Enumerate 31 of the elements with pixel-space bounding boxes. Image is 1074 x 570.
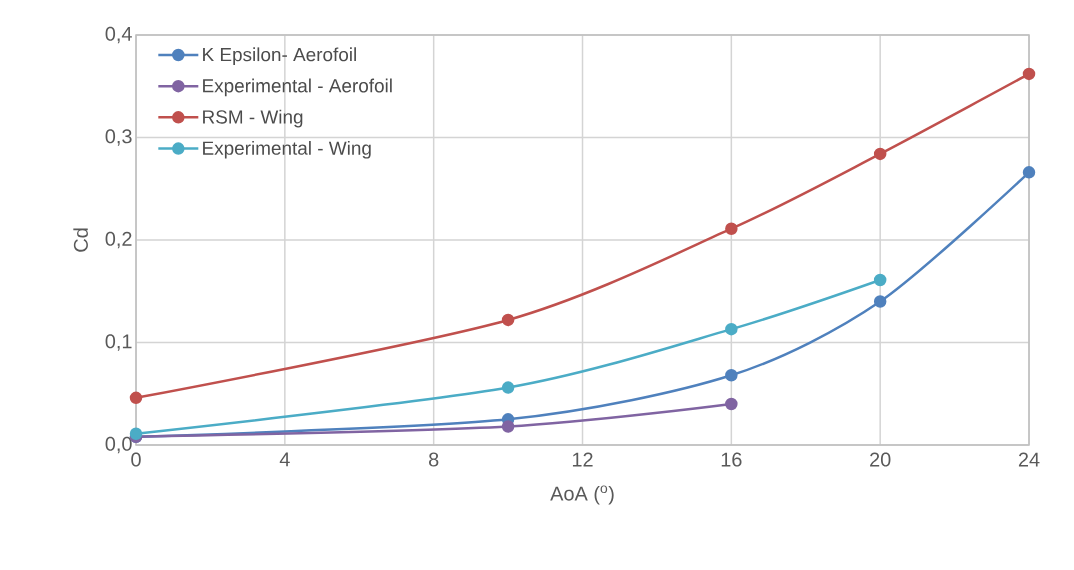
legend-label: K Epsilon- Aerofoil — [203, 47, 356, 66]
point — [725, 369, 738, 382]
x-tick-label: 8 — [429, 452, 439, 467]
point — [129, 391, 143, 405]
point — [873, 295, 887, 308]
x-axis-title: AoA ($^{o}$) — [550, 485, 614, 505]
point — [725, 397, 738, 411]
y-tick-label: 0,4 — [105, 26, 132, 44]
y-tick-label: 0,2 — [105, 231, 132, 249]
point — [1022, 166, 1036, 179]
x-tick-label: 20 — [870, 452, 891, 467]
point — [873, 147, 887, 161]
y-tick-label: 0,1 — [105, 334, 132, 351]
y-tick-label: 0,3 — [105, 129, 132, 146]
point — [873, 273, 887, 287]
x-tick-label: 4 — [279, 452, 290, 467]
point — [725, 322, 738, 336]
x-tick-label: 24 — [1018, 452, 1040, 467]
legend-label: Experimental - Aerofoil — [203, 78, 392, 97]
point — [725, 222, 738, 235]
point — [501, 420, 515, 433]
x-tick-label: 0 — [131, 452, 141, 467]
point — [501, 313, 515, 327]
legend-label: Experimental - Wing — [203, 140, 371, 159]
y-tick-label: 0,0 — [105, 436, 132, 454]
point — [1022, 67, 1036, 81]
x-tick-label: 16 — [721, 452, 742, 467]
y-axis-title: Cd — [73, 228, 88, 252]
x-tick-label: 12 — [572, 452, 593, 467]
point — [501, 381, 515, 394]
legend-label: RSM - Wing — [203, 109, 303, 128]
